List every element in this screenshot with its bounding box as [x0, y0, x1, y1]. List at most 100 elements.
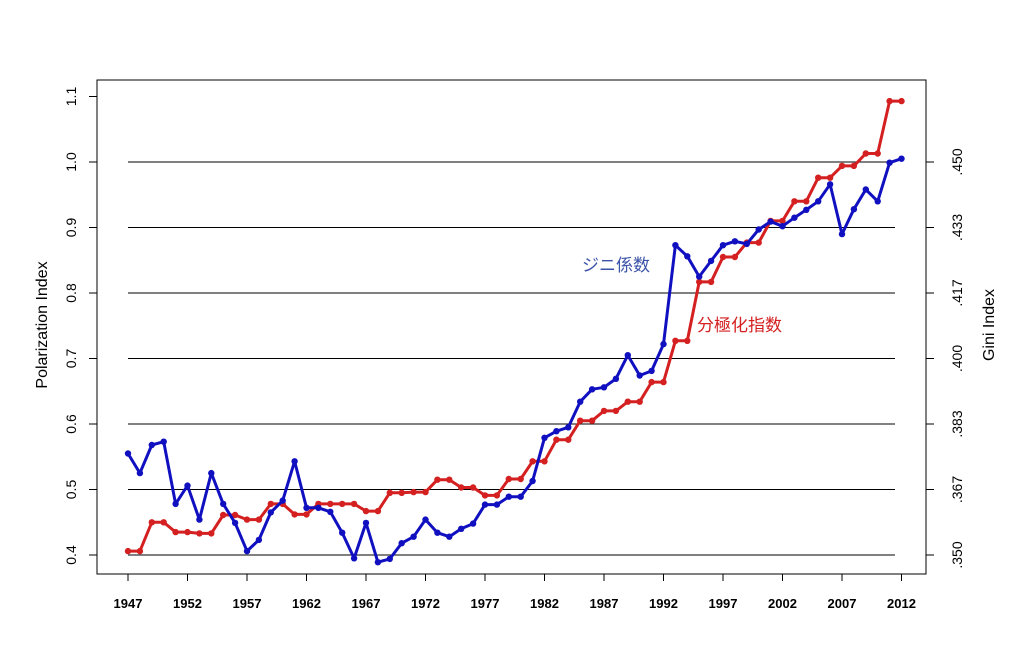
polarization-point-1969	[386, 489, 393, 496]
left-tick-label-1: 0.5	[63, 480, 79, 500]
polarization-point-1995	[696, 278, 703, 286]
polarization-point-1956	[231, 511, 239, 519]
polarization-point-1972	[422, 488, 429, 496]
x-tick-label-9: 1992	[649, 596, 678, 611]
gini-point-1982	[541, 434, 548, 441]
gini-point-2005	[815, 198, 822, 205]
polarization-point-2005	[815, 174, 822, 181]
gini-point-1983	[553, 428, 560, 435]
polarization-point-1964	[327, 500, 334, 508]
polarization-point-1957	[243, 516, 251, 523]
polarization-point-1985	[577, 417, 584, 424]
gini-point-1984	[565, 424, 572, 431]
right-tick-label-2: .383	[949, 410, 965, 437]
polarization-point-2010	[874, 150, 881, 157]
gini-point-1993	[672, 242, 679, 249]
right-y-axis-title: Gini Index	[981, 289, 998, 361]
gini-point-1979	[505, 493, 512, 500]
gini-point-1964	[327, 508, 334, 515]
x-axis: 1947 1952 1957 1962 1967 1972 1977 1982 1987 1992…	[114, 574, 916, 611]
left-y-axis: 0.4 0.5 0.6 0.7 0.8 0.9 1.0 1.1	[63, 87, 97, 565]
polarization-point-2007	[838, 162, 846, 170]
gini-point-1971	[410, 533, 417, 540]
gini-point-1978	[493, 501, 501, 508]
polarization-point-2008	[850, 162, 858, 170]
gini-point-1974	[446, 533, 453, 540]
polarization-point-1966	[350, 500, 358, 508]
polarization-point-1961	[291, 511, 298, 518]
polarization-point-1954	[208, 530, 215, 537]
polarization-point-1971	[410, 488, 417, 496]
polarization-point-1993	[672, 337, 679, 344]
polarization-point-1967	[362, 507, 370, 515]
gini-point-1980	[517, 493, 524, 500]
polarization-point-1986	[588, 417, 596, 424]
gini-point-1969	[386, 555, 393, 563]
polarization-point-1976	[469, 484, 477, 491]
polarization-point-1973	[434, 476, 441, 483]
polarization-point-1947	[124, 547, 132, 555]
polarization-point-1998	[731, 253, 739, 261]
gini-point-1952	[184, 482, 191, 489]
gini-point-1955	[220, 500, 227, 508]
polarization-point-1953	[196, 530, 203, 537]
gridlines	[128, 161, 895, 556]
gini-point-1957	[243, 547, 251, 555]
gini-point-1985	[577, 398, 584, 405]
polarization-point-1970	[398, 489, 405, 496]
x-tick-label-1: 1952	[173, 596, 202, 611]
series-layer	[124, 97, 905, 566]
plot-frame	[96, 79, 927, 575]
polarization-point-1991	[648, 378, 655, 386]
gini-point-1963	[315, 504, 322, 511]
x-tick-label-5: 1972	[411, 596, 440, 611]
polarization-point-1982	[541, 458, 548, 465]
gini-point-1947	[124, 450, 132, 457]
gini-point-2004	[803, 206, 810, 213]
x-tick-label-11: 2002	[768, 596, 797, 611]
gini-point-2002	[779, 223, 786, 230]
gini-point-1999	[743, 240, 750, 248]
polarization-point-1968	[374, 507, 382, 515]
polarization-point-1984	[565, 436, 572, 443]
gini-point-1953	[196, 516, 203, 523]
gini-point-2012	[898, 155, 905, 162]
polarization-point-1951	[172, 528, 179, 536]
x-tick-label-2: 1957	[233, 596, 262, 611]
polarization-series-label: 分極化指数	[697, 316, 782, 336]
polarization-point-2009	[862, 150, 869, 157]
polarization-point-1977	[481, 492, 489, 499]
gini-point-2001	[767, 218, 774, 225]
right-tick-label-0: .350	[949, 541, 965, 568]
gini-point-1965	[339, 529, 346, 536]
polarization-point-2002	[779, 217, 786, 225]
gini-point-1968	[374, 559, 382, 566]
polarization-point-1990	[636, 398, 643, 405]
y-axis-title: Polarization Index	[34, 261, 51, 388]
left-tick-label-4: 0.8	[63, 283, 79, 303]
x-tick-label-12: 2007	[828, 596, 857, 611]
gini-point-1997	[719, 242, 727, 249]
polarization-point-2004	[803, 198, 810, 205]
x-tick-label-8: 1987	[590, 596, 619, 611]
gini-point-2010	[874, 198, 881, 205]
gini-point-1991	[648, 367, 655, 375]
right-tick-label-1: .367	[949, 476, 965, 503]
polarization-point-1962	[303, 511, 310, 518]
polarization-point-1959	[267, 500, 274, 508]
gini-point-2003	[791, 214, 798, 221]
gini-point-1998	[731, 238, 739, 245]
gini-point-1990	[636, 372, 643, 379]
gini-point-1988	[612, 375, 620, 382]
x-tick-label-3: 1962	[292, 596, 321, 611]
gini-point-1967	[362, 519, 370, 527]
gini-point-1989	[624, 352, 631, 359]
gini-point-1975	[458, 525, 465, 532]
gini-point-1962	[303, 504, 310, 511]
left-tick-label-5: 0.9	[63, 218, 79, 238]
gini-point-1958	[255, 536, 263, 544]
gini-point-1992	[660, 340, 667, 348]
right-tick-label-3: .400	[949, 345, 965, 372]
gini-point-1961	[291, 458, 298, 465]
